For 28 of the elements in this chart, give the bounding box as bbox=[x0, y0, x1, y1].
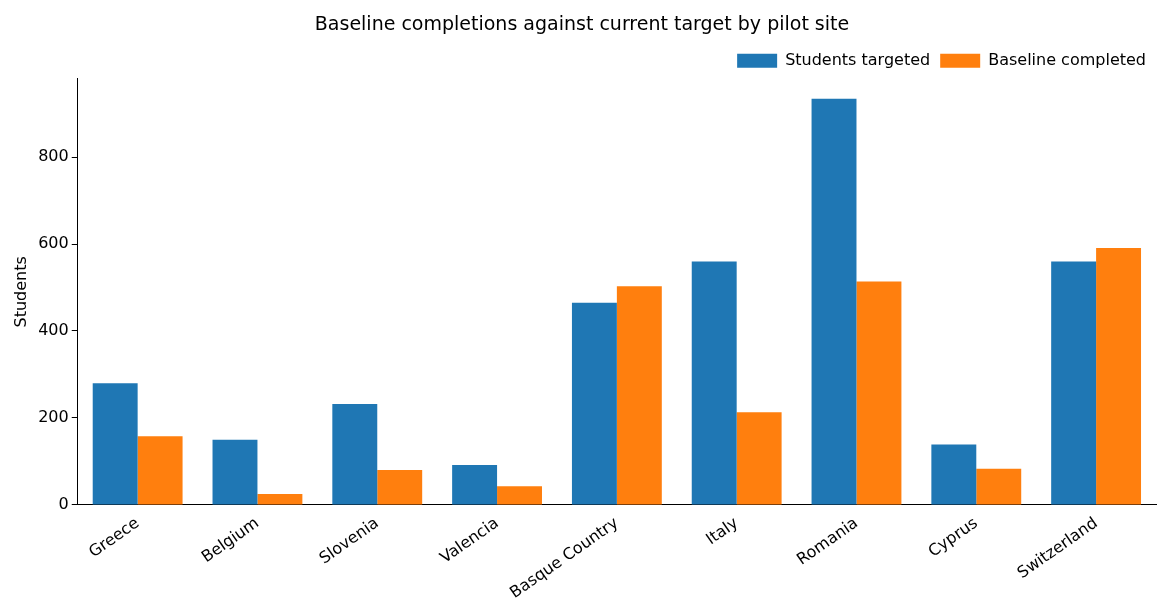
bar bbox=[92, 383, 138, 505]
bar bbox=[212, 439, 258, 505]
bar bbox=[1051, 261, 1097, 505]
bar bbox=[811, 98, 857, 505]
bar bbox=[377, 470, 423, 505]
bar bbox=[257, 494, 303, 505]
bar bbox=[931, 444, 977, 505]
bar bbox=[1096, 247, 1142, 505]
legend-label: Students targeted bbox=[785, 49, 931, 69]
bar bbox=[616, 286, 662, 505]
legend-label: Baseline completed bbox=[988, 49, 1146, 69]
y-tick-label: 800 bbox=[38, 146, 69, 166]
y-axis-title: Students bbox=[10, 256, 30, 328]
bar bbox=[736, 412, 782, 505]
bar bbox=[571, 302, 617, 505]
chart-title: Baseline completions against current target by pilot site bbox=[314, 12, 850, 35]
y-tick-label: 0 bbox=[58, 494, 69, 514]
x-tick-label: Italy bbox=[702, 512, 742, 549]
bar bbox=[452, 464, 498, 505]
bar bbox=[332, 404, 378, 505]
y-tick-label: 600 bbox=[38, 233, 69, 253]
bar bbox=[856, 281, 902, 505]
y-tick-label: 400 bbox=[38, 320, 69, 340]
y-tick-label: 200 bbox=[38, 407, 69, 427]
bar bbox=[497, 486, 542, 505]
bar bbox=[691, 261, 737, 505]
bar bbox=[137, 436, 183, 505]
bar bbox=[976, 468, 1022, 505]
